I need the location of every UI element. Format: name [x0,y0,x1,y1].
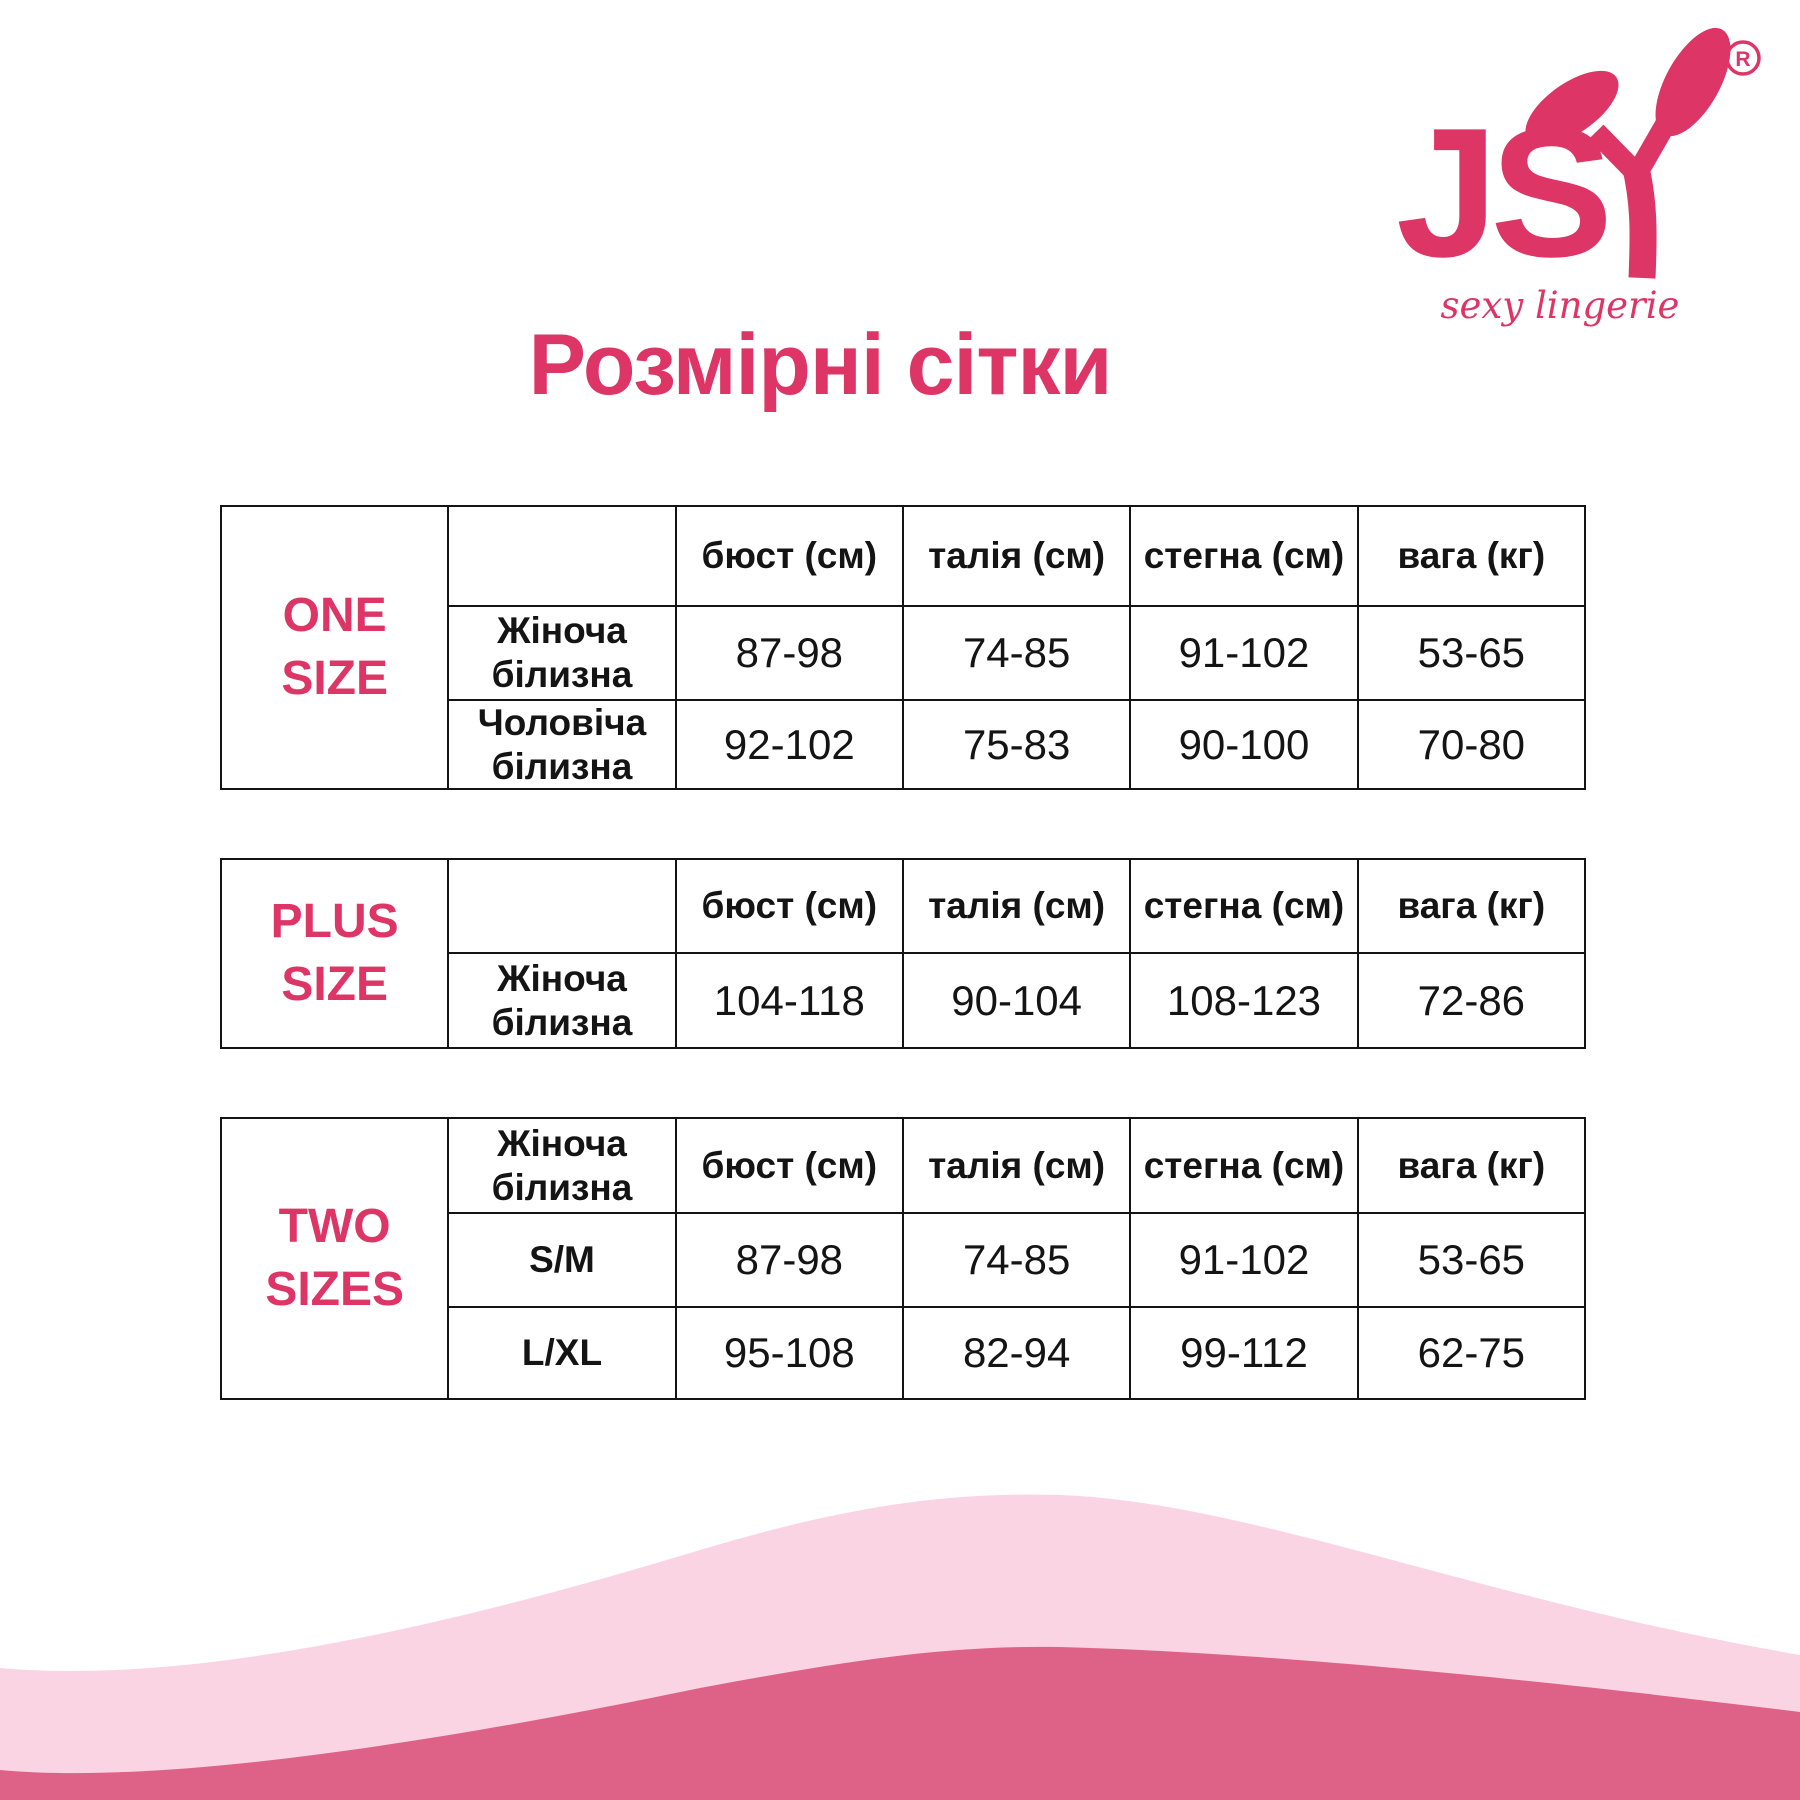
one-size-table: ONE SIZE бюст (см) талія (см) стегна (см… [219,504,1587,791]
corner-cell [447,858,677,954]
table-row: S/M 87-98 74-85 91-102 53-65 [221,1212,1587,1308]
value-cell: 53-65 [1356,605,1587,701]
value-cell: 91-102 [1129,1212,1359,1308]
size-label-line: SIZE [281,651,388,705]
corner-cell: Жіноча білизна [447,1117,677,1214]
table-row: Жіноча білизна 104-118 90-104 108-123 72… [221,952,1587,1049]
corner-cell [447,505,677,607]
registered-mark-letter: R [1735,48,1750,71]
column-header-bust: бюст (см) [674,858,904,954]
value-cell: 91-102 [1129,605,1359,701]
size-label-line: ONE [282,589,387,643]
size-label-line: PLUS [270,895,399,949]
column-header-bust: бюст (см) [674,1117,904,1214]
value-cell: 90-100 [1129,698,1359,791]
value-cell: 87-98 [674,605,904,701]
column-header-weight: вага (кг) [1356,858,1587,954]
value-cell: 104-118 [674,952,904,1049]
value-cell: 75-83 [901,698,1132,791]
column-header-hips: стегна (см) [1129,505,1359,607]
column-header-waist: талія (см) [901,858,1132,954]
column-header-bust: бюст (см) [674,505,904,607]
value-cell: 108-123 [1129,952,1359,1049]
value-cell: 82-94 [901,1306,1132,1400]
row-name: Чоловіча білизна [447,698,677,791]
size-group-label: PLUS SIZE [219,858,450,1049]
column-header-waist: талія (см) [901,505,1132,607]
column-header-hips: стегна (см) [1129,1117,1359,1214]
value-cell: 90-104 [901,952,1132,1049]
size-label-line: TWO [278,1200,391,1254]
column-header-hips: стегна (см) [1129,858,1359,954]
column-header-waist: талія (см) [901,1117,1132,1214]
value-cell: 70-80 [1356,698,1587,791]
size-group-label: TWO SIZES [219,1117,450,1400]
row-name: Жіноча білизна [447,952,677,1049]
value-cell: 87-98 [674,1212,904,1308]
value-cell: 95-108 [674,1306,904,1400]
two-sizes-table: TWO SIZES Жіноча білизна бюст (см) талія… [219,1117,1587,1400]
value-cell: 92-102 [674,698,904,791]
value-cell: 53-65 [1356,1212,1587,1308]
page-title: Розмірні сітки [528,317,1113,413]
row-name: Жіноча білизна [447,605,677,701]
table-row: L/XL 95-108 82-94 99-112 62-75 [221,1306,1587,1400]
value-cell: 62-75 [1356,1306,1587,1400]
value-cell: 74-85 [901,605,1132,701]
value-cell: 99-112 [1129,1306,1359,1400]
size-group-label: ONE SIZE [219,504,450,791]
table-row: Чоловіча білизна 92-102 75-83 90-100 70-… [221,698,1587,791]
size-label-line: SIZE [281,957,388,1011]
leaf-icon [1655,27,1731,137]
value-cell: 72-86 [1356,952,1587,1049]
value-cell: 74-85 [901,1212,1132,1308]
plus-size-table: PLUS SIZE бюст (см) талія (см) стегна (с… [219,858,1587,1049]
y-stem [1621,160,1657,279]
wave-decoration [0,1494,1800,1800]
table-row: Жіноча білизна 87-98 74-85 91-102 53-65 [221,605,1587,701]
dark-wave-shape [0,1646,1800,1800]
column-header-weight: вага (кг) [1356,1117,1587,1214]
leaf-icon [1525,70,1619,146]
column-header-weight: вага (кг) [1356,505,1587,607]
size-label-line: SIZES [265,1262,405,1316]
registered-mark-icon [1725,40,1761,76]
brand-tagline: sexy lingerie [1441,284,1680,327]
row-name: S/M [447,1212,677,1308]
row-name: L/XL [447,1306,677,1400]
jsy-logo: JS R sexy lingerie [1396,27,1761,327]
